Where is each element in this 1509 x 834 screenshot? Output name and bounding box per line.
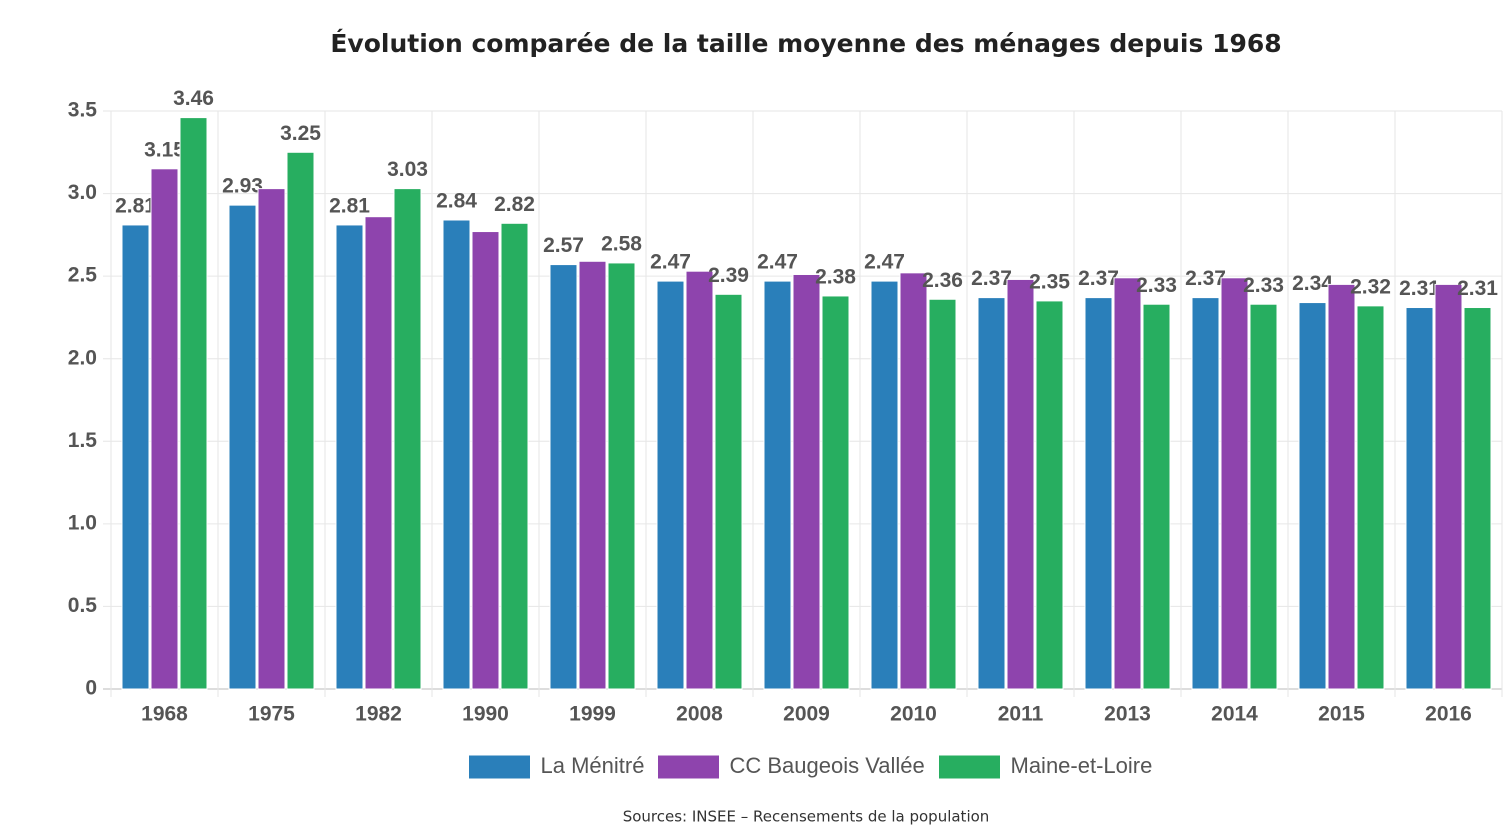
data-label: 2.31	[1457, 277, 1498, 300]
bar	[335, 224, 364, 690]
bar	[228, 204, 257, 690]
x-tick-label: 2013	[1104, 703, 1151, 726]
data-label: 2.84	[436, 190, 477, 213]
legend-label: La Ménitré	[541, 753, 645, 778]
bar	[1084, 297, 1113, 690]
legend-swatch	[468, 754, 531, 780]
bar	[714, 293, 743, 690]
bar	[656, 280, 685, 690]
bar	[821, 295, 850, 690]
bar	[121, 224, 150, 690]
bar	[1298, 302, 1327, 690]
y-tick-label: 1.5	[68, 429, 98, 452]
bar	[471, 231, 500, 690]
data-label: 3.25	[280, 122, 321, 145]
y-tick-label: 1.0	[68, 511, 97, 534]
bar	[500, 222, 529, 690]
bar	[442, 219, 471, 690]
bar	[393, 188, 422, 690]
y-tick-label: 2.5	[68, 264, 98, 287]
data-label: 2.37	[971, 267, 1012, 290]
x-tick-label: 1990	[462, 703, 509, 726]
x-tick-label: 1982	[355, 703, 402, 726]
bar	[364, 216, 393, 690]
x-tick-label: 2010	[890, 703, 937, 726]
bar	[899, 272, 928, 690]
bar	[928, 298, 957, 690]
bar	[870, 280, 899, 690]
data-label: 2.34	[1292, 272, 1333, 295]
bar	[792, 273, 821, 690]
bar	[1191, 297, 1220, 690]
legend-label: CC Baugeois Vallée	[730, 753, 925, 778]
x-tick-label: 2014	[1211, 703, 1258, 726]
y-tick-label: 3.5	[68, 99, 98, 122]
x-tick-label: 1975	[248, 703, 295, 726]
data-label: 2.33	[1243, 274, 1284, 297]
data-label: 2.32	[1350, 275, 1391, 298]
data-label: 2.38	[815, 266, 856, 289]
data-label: 2.81	[115, 194, 156, 217]
data-label: 2.47	[864, 251, 905, 274]
data-label: 3.46	[173, 87, 214, 110]
data-label: 2.93	[222, 175, 263, 198]
data-label: 2.35	[1029, 270, 1070, 293]
data-label: 3.03	[387, 158, 428, 181]
chart-title: Évolution comparée de la taille moyenne …	[330, 29, 1281, 58]
bar	[1463, 307, 1492, 690]
bar	[977, 297, 1006, 690]
legend-swatch	[657, 754, 720, 780]
bar	[179, 117, 208, 690]
data-label: 2.37	[1185, 267, 1226, 290]
data-label: 2.33	[1136, 274, 1177, 297]
bar	[150, 168, 179, 690]
bar	[578, 260, 607, 690]
x-tick-label: 1968	[141, 703, 188, 726]
bar	[607, 262, 636, 690]
bar	[1356, 305, 1385, 690]
bar	[1006, 278, 1035, 690]
data-label: 2.57	[543, 234, 584, 257]
y-tick-label: 3.0	[68, 181, 97, 204]
bar	[1327, 283, 1356, 690]
bar	[1113, 277, 1142, 690]
bar	[763, 280, 792, 690]
bar	[1220, 277, 1249, 690]
legend-label: Maine-et-Loire	[1011, 753, 1153, 778]
bar	[1035, 300, 1064, 690]
bar	[1405, 307, 1434, 690]
data-label: 2.47	[650, 251, 691, 274]
x-tick-label: 2009	[783, 703, 830, 726]
bar	[1434, 283, 1463, 690]
x-tick-label: 2016	[1425, 703, 1472, 726]
bar	[1142, 303, 1171, 690]
y-tick-label: 0	[85, 677, 97, 700]
data-label: 2.82	[494, 193, 535, 216]
bar	[549, 264, 578, 690]
bar	[685, 270, 714, 690]
x-tick-label: 2011	[998, 703, 1044, 726]
y-tick-label: 2.0	[68, 346, 97, 369]
data-label: 2.37	[1078, 267, 1119, 290]
data-label: 2.39	[708, 264, 749, 287]
legend-swatch	[938, 754, 1001, 780]
data-label: 2.36	[922, 269, 963, 292]
source: Sources: INSEE – Recensements de la popu…	[623, 808, 990, 826]
data-label: 2.47	[757, 251, 798, 274]
x-tick-label: 1999	[569, 703, 616, 726]
data-label: 3.15	[144, 138, 185, 161]
bar	[257, 188, 286, 690]
x-tick-label: 2015	[1318, 703, 1365, 726]
x-tick-label: 2008	[676, 703, 723, 726]
bar	[1249, 303, 1278, 690]
bar	[286, 151, 315, 690]
data-label: 2.58	[601, 232, 642, 255]
y-tick-label: 0.5	[68, 594, 98, 617]
data-label: 2.31	[1399, 277, 1440, 300]
data-label: 2.81	[329, 194, 370, 217]
